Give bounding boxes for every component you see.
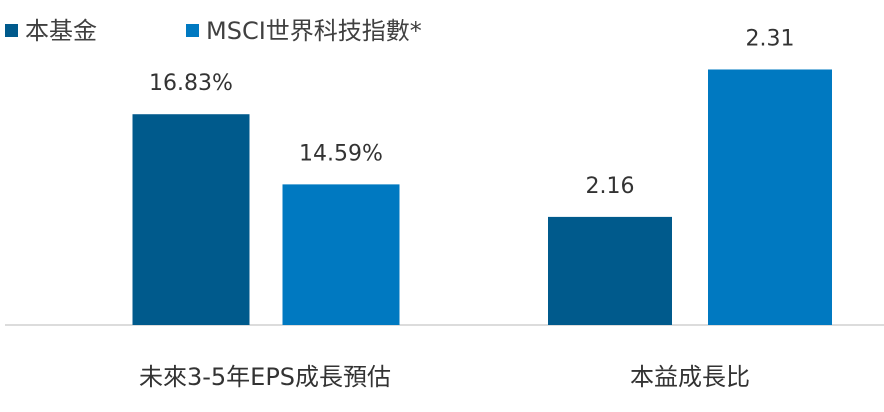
category-label: 本益成長比: [630, 363, 750, 391]
legend-swatch: [5, 24, 18, 37]
value-label: 2.16: [586, 174, 635, 199]
bar: [132, 114, 250, 325]
value-label: 14.59%: [299, 141, 383, 166]
legend-swatch: [186, 24, 199, 37]
value-label: 16.83%: [149, 71, 233, 96]
legend-label: MSCI世界科技指數*: [206, 17, 422, 45]
category-label: 未來3-5年EPS成長預估: [139, 363, 391, 391]
bar: [282, 184, 400, 325]
legend-label: 本基金: [25, 17, 97, 45]
value-label: 2.31: [746, 26, 795, 51]
bar: [548, 216, 672, 325]
bar: [708, 69, 832, 325]
